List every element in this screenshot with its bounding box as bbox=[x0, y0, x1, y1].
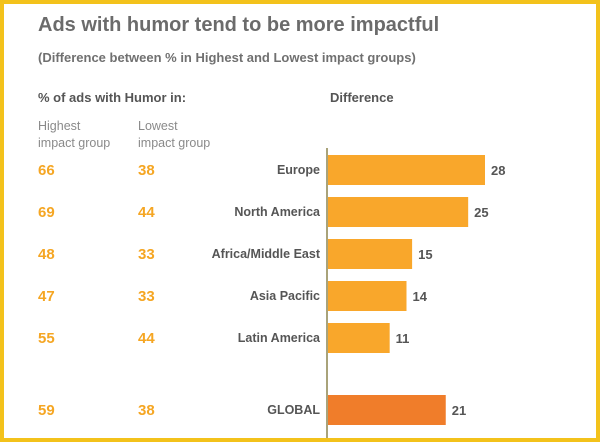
chart-subtitle: (Difference between % in Highest and Low… bbox=[38, 50, 416, 65]
highest-value-latin-america: 55 bbox=[38, 330, 55, 347]
category-label-latin-america: Latin America bbox=[238, 331, 321, 345]
data-label-latin-america: 11 bbox=[396, 331, 410, 346]
highest-column-header: Highest impact group bbox=[38, 119, 111, 150]
highest-value-europe: 66 bbox=[38, 162, 55, 179]
data-label-asia-pacific: 14 bbox=[413, 289, 428, 304]
lowest-value-latin-america: 44 bbox=[138, 330, 155, 347]
bar-asia-pacific bbox=[328, 281, 407, 311]
category-label-north-america: North America bbox=[234, 205, 321, 219]
bar-europe bbox=[328, 155, 485, 185]
category-label-africa-middle-east: Africa/Middle East bbox=[212, 247, 321, 261]
highest-value-africa-middle-east: 48 bbox=[38, 246, 55, 263]
humor-section-header: % of ads with Humor in: bbox=[38, 90, 187, 105]
highest-value-north-america: 69 bbox=[38, 204, 55, 221]
lowest-value-north-america: 44 bbox=[138, 204, 155, 221]
data-label-global: 21 bbox=[452, 403, 466, 418]
category-label-asia-pacific: Asia Pacific bbox=[250, 289, 320, 303]
chart-title: Ads with humor tend to be more impactful bbox=[38, 14, 440, 36]
bar-latin-america bbox=[328, 323, 390, 353]
data-label-north-america: 25 bbox=[474, 205, 488, 220]
bar-africa-middle-east bbox=[328, 239, 413, 269]
lowest-column-header: Lowest impact group bbox=[138, 119, 211, 150]
difference-header: Difference bbox=[330, 90, 394, 105]
category-label-global: GLOBAL bbox=[267, 403, 320, 417]
data-label-europe: 28 bbox=[491, 163, 505, 178]
lowest-value-europe: 38 bbox=[138, 162, 155, 179]
bar-north-america bbox=[328, 197, 469, 227]
category-label-europe: Europe bbox=[277, 163, 320, 177]
lowest-value-africa-middle-east: 33 bbox=[138, 246, 155, 263]
highest-value-asia-pacific: 47 bbox=[38, 288, 55, 305]
lowest-value-global: 38 bbox=[138, 402, 155, 419]
lowest-value-asia-pacific: 33 bbox=[138, 288, 155, 305]
bar-global bbox=[328, 395, 446, 425]
data-label-africa-middle-east: 15 bbox=[418, 247, 432, 262]
highest-value-global: 59 bbox=[38, 402, 55, 419]
